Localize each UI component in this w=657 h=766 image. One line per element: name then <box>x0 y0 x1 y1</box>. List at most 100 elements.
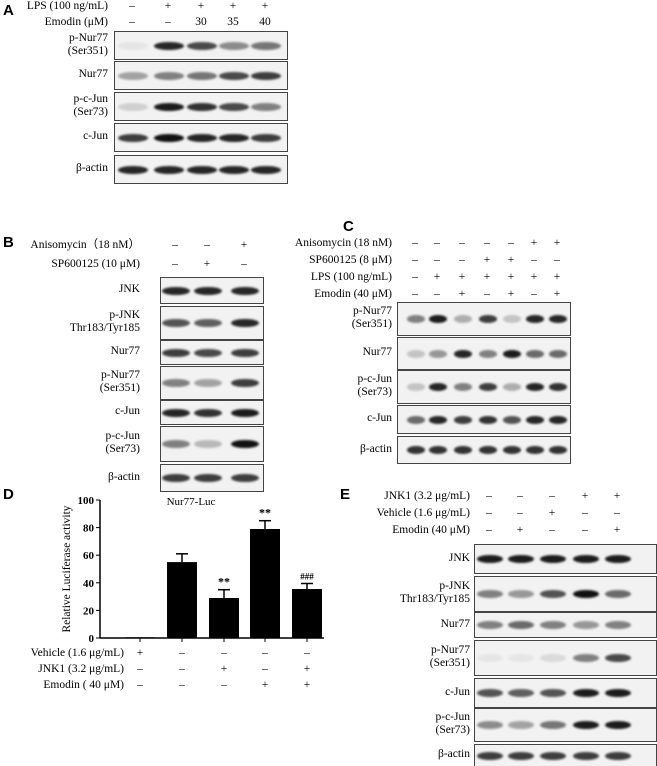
blot--actin <box>397 436 571 464</box>
blot-band <box>428 415 448 424</box>
condition-symbol: – <box>178 647 185 659</box>
significance-label: ** <box>218 575 230 589</box>
blot-label-line: (Ser351) <box>99 382 140 394</box>
blot-band <box>507 721 535 729</box>
blot-band <box>539 590 567 598</box>
condition-symbol: + <box>229 0 237 12</box>
significance-label: ** <box>259 506 271 520</box>
blot-c-jun <box>397 405 571 434</box>
blot-label-line: p-Nur77 <box>431 644 470 656</box>
condition-label: Emodin (40 μM) <box>392 524 470 536</box>
blot-label-line: p-c-Jun <box>73 92 109 105</box>
blot-label-line: (Ser73) <box>357 386 393 398</box>
condition-symbol: + <box>458 288 466 300</box>
blot-band <box>604 689 632 697</box>
y-tick-label: 100 <box>78 495 95 507</box>
blot-nur77 <box>397 337 571 370</box>
condition-label: SP600125 (8 μM) <box>309 254 392 266</box>
condition-symbol: – <box>554 254 560 266</box>
blot-band <box>604 555 632 563</box>
blot-band <box>539 654 567 662</box>
condition-symbol: 35 <box>227 16 239 28</box>
condition-label: LPS (100 ng/mL) <box>26 0 108 12</box>
blot-band <box>507 555 535 563</box>
blot-band <box>604 621 632 629</box>
blot-label-line: JNK <box>118 283 140 295</box>
blot-label: β-actin <box>360 443 392 456</box>
blot-jnk <box>160 277 264 304</box>
condition-symbol: + <box>164 0 172 12</box>
blot-label-line: p-Nur77 <box>69 31 108 44</box>
blot-band <box>428 315 448 323</box>
blot-label-line: p-JNK <box>439 580 470 592</box>
blot-band <box>478 383 498 391</box>
condition-symbol: + <box>553 271 561 283</box>
blot-band <box>507 590 535 598</box>
blot-label-line: c-Jun <box>115 405 140 417</box>
condition-symbol: + <box>553 288 561 300</box>
condition-symbol: 30 <box>195 16 207 28</box>
condition-symbol: + <box>530 237 538 249</box>
condition-label: Emodin ( 40 μM) <box>43 679 124 691</box>
condition-symbol: – <box>412 288 418 300</box>
blot-band <box>539 751 567 760</box>
blot-band <box>453 383 473 391</box>
bar <box>209 597 239 638</box>
condition-symbol: – <box>484 237 490 249</box>
blot-band <box>250 41 282 50</box>
condition-symbol: + <box>304 679 311 691</box>
condition-symbol: – <box>165 16 171 28</box>
blot-label-line: β-actin <box>75 162 108 174</box>
blot-band <box>218 165 250 174</box>
blot-band <box>572 621 600 629</box>
blot-band <box>453 315 473 323</box>
condition-symbol: + <box>507 254 515 266</box>
condition-symbol: – <box>303 647 310 659</box>
blot-c-jun <box>160 400 264 425</box>
blot-band <box>194 474 222 482</box>
blot-band <box>250 133 282 142</box>
condition-symbol: + <box>581 490 589 502</box>
condition-symbol: – <box>434 237 440 249</box>
blot-band <box>502 415 522 424</box>
blot-band <box>453 349 473 358</box>
condition-symbol: – <box>531 288 537 300</box>
blot-band <box>186 133 218 142</box>
blot-nur77 <box>114 61 288 90</box>
condition-symbol: – <box>136 679 143 691</box>
blot-p-jnk <box>160 306 264 340</box>
blot-label: c-Jun <box>367 412 392 425</box>
condition-symbol: – <box>412 254 418 266</box>
blot--actin <box>160 464 264 492</box>
blot-band <box>231 379 259 387</box>
blot-p-nur77 <box>474 640 657 676</box>
blot-label-line: p-c-Jun <box>105 430 141 442</box>
condition-label: JNK1 (3.2 μg/mL) <box>384 490 470 502</box>
blot-band <box>572 689 600 697</box>
blot-label: Nur77 <box>111 345 140 358</box>
condition-symbol: + <box>548 507 556 519</box>
blot-label-line: p-JNK <box>109 309 140 321</box>
blot-label: β-actin <box>438 748 470 761</box>
blot-band <box>250 165 282 174</box>
condition-symbol: + <box>507 288 515 300</box>
blot-band <box>604 590 632 598</box>
condition-symbol: + <box>197 0 205 12</box>
blot-band <box>525 446 545 454</box>
bar <box>125 637 155 638</box>
blot-band <box>231 408 259 417</box>
blot-band <box>153 133 185 142</box>
blot-label-line: p-c-Jun <box>435 711 471 723</box>
blot-band <box>218 41 250 50</box>
blot-label: Nur77 <box>363 346 392 359</box>
blot-label-line: Nur77 <box>78 68 108 80</box>
blot-band <box>153 102 185 111</box>
blot-band <box>453 446 473 454</box>
blot-band <box>406 446 426 454</box>
condition-symbol: – <box>614 507 620 519</box>
blot-label-line: p-Nur77 <box>101 369 140 381</box>
blot-label: p-c-Jun (Ser73) <box>436 711 471 737</box>
blot-label-line: (Ser351) <box>351 318 392 330</box>
blot-band <box>162 379 190 387</box>
condition-symbol: + <box>553 237 561 249</box>
